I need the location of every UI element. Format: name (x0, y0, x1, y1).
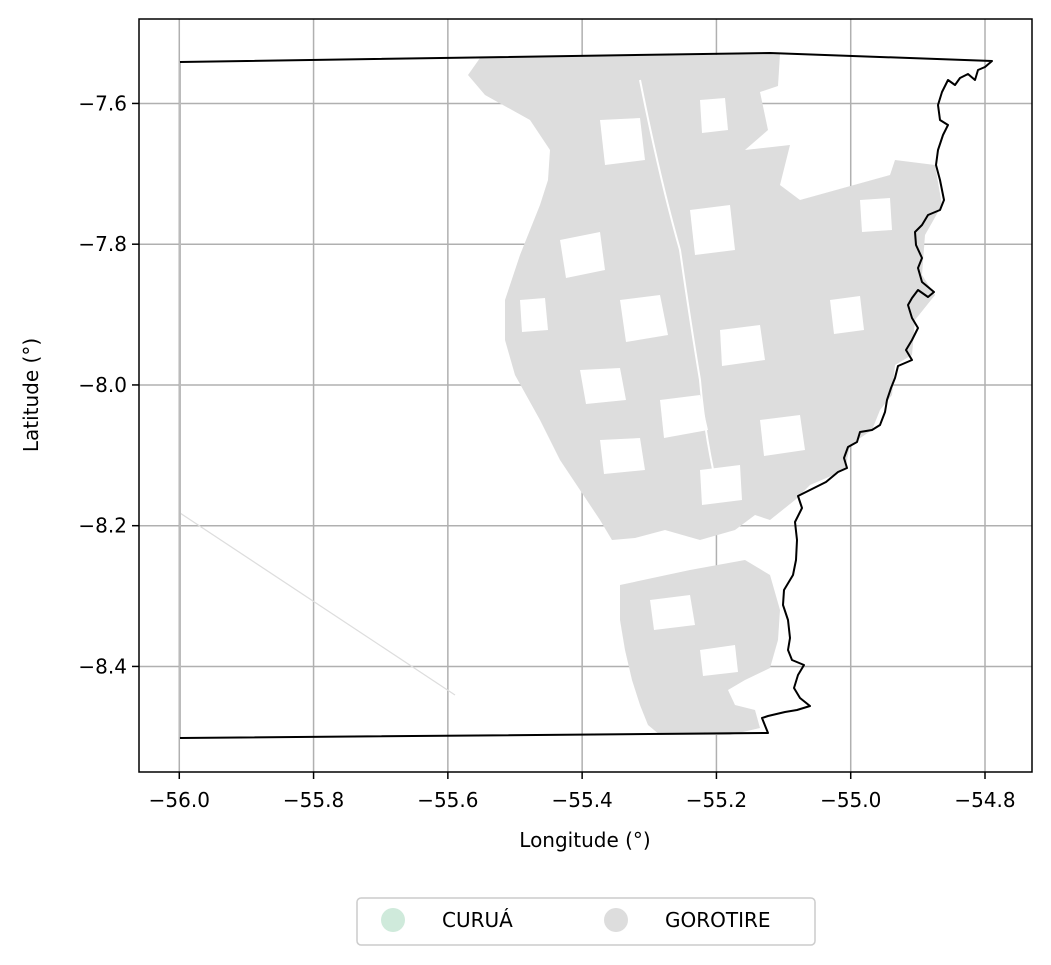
faint-diagonal-line (179, 512, 456, 696)
y-axis-label: Latitude (°) (19, 338, 43, 452)
y-tick-label: −7.8 (78, 232, 127, 256)
x-tick-label: −54.8 (954, 788, 1015, 812)
gorotire-region (179, 54, 942, 737)
municipal-boundary (179, 52, 993, 739)
x-tick-label: −55.2 (686, 788, 747, 812)
x-axis-ticks: −56.0 −55.8 −55.6 −55.4 −55.2 −55.0 −54.8 (149, 772, 1016, 812)
y-tick-label: −8.2 (78, 514, 127, 538)
x-tick-label: −55.4 (551, 788, 612, 812)
y-axis-ticks: −7.6 −7.8 −8.0 −8.2 −8.4 (78, 91, 139, 678)
y-tick-label: −7.6 (78, 91, 127, 115)
legend-label-curua: CURUÁ (442, 908, 513, 932)
legend-label-gorotire: GOROTIRE (665, 908, 771, 932)
x-tick-label: −56.0 (149, 788, 210, 812)
legend-box (356, 897, 816, 946)
legend-marker-curua (381, 908, 405, 932)
gorotire-gaps (520, 98, 892, 676)
y-tick-label: −8.0 (78, 373, 127, 397)
x-axis-label: Longitude (°) (519, 828, 650, 852)
y-tick-label: −8.4 (78, 654, 127, 678)
river-streak (639, 79, 721, 501)
legend: CURUÁ GOROTIRE (356, 897, 816, 946)
axes-frame (138, 18, 1033, 773)
x-tick-label: −55.6 (417, 788, 478, 812)
gorotire-fill-north (468, 54, 942, 540)
legend-marker-gorotire (604, 908, 628, 932)
x-tick-label: −55.8 (283, 788, 344, 812)
x-tick-label: −55.0 (820, 788, 881, 812)
